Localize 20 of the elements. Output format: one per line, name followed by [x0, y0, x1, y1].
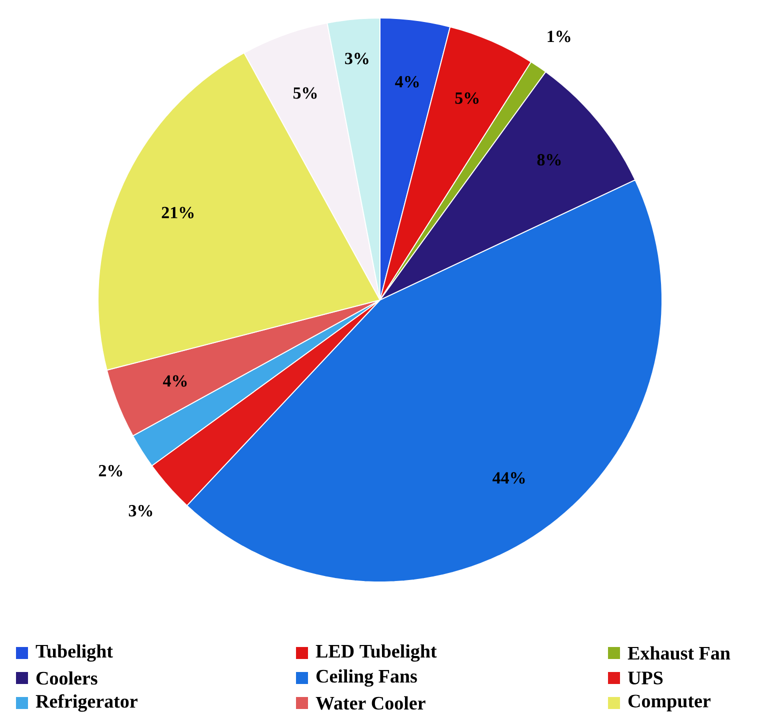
- legend-label: Refrigerator: [36, 694, 138, 712]
- legend-label: Ceiling Fans: [316, 669, 417, 687]
- data-label: 2%: [98, 464, 122, 477]
- data-label: 5%: [455, 92, 479, 104]
- data-label: 8%: [537, 154, 561, 166]
- data-label: 1%: [548, 30, 570, 42]
- legend-label: UPS: [628, 672, 663, 684]
- data-label: 3%: [345, 52, 368, 64]
- legend-label: Coolers: [36, 671, 98, 685]
- legend-label: Computer: [628, 694, 710, 712]
- data-label: 44%: [492, 472, 525, 484]
- data-label: 4%: [162, 375, 187, 387]
- data-label: 4%: [395, 76, 419, 88]
- data-label: 3%: [128, 504, 152, 516]
- data-label: 21%: [162, 206, 194, 218]
- legend-label: Water Cooler: [316, 696, 426, 710]
- legend-label: LED Tubelight: [316, 644, 437, 662]
- data-label: 5%: [293, 87, 317, 99]
- legend-label: Exhaust Fan: [628, 646, 730, 660]
- legend-label: Tubelight: [36, 644, 113, 662]
